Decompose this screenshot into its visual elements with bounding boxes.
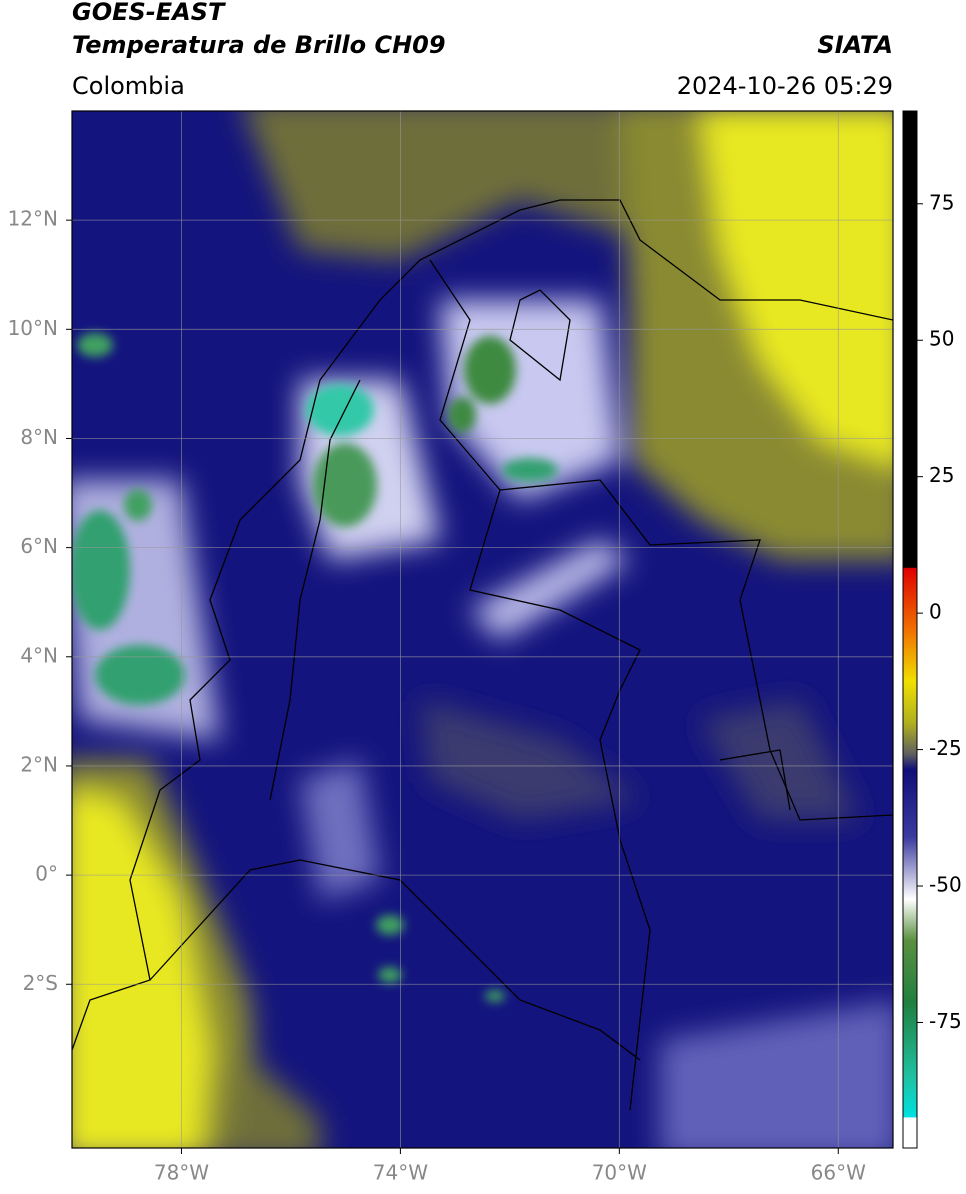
x-tick-label: 78°W xyxy=(154,1161,209,1185)
datetime: 2024-10-26 05:29 xyxy=(677,72,893,100)
x-tick-label: 70°W xyxy=(592,1161,647,1185)
region: Colombia xyxy=(72,72,185,100)
colorbar-tick-label: -50 xyxy=(929,873,962,897)
y-tick-label: 6°N xyxy=(20,534,58,558)
colorbar-tick-label: -75 xyxy=(929,1009,962,1033)
grid xyxy=(72,111,893,1148)
x-tick-label: 74°W xyxy=(373,1161,428,1185)
colorbar-tick-label: 75 xyxy=(929,190,954,214)
subtitle: Temperatura de Brillo CH09 xyxy=(72,31,446,59)
source: SIATA xyxy=(817,31,893,59)
title: GOES-EAST xyxy=(72,0,226,26)
y-tick-label: 2°N xyxy=(20,752,58,776)
y-tick-label: 4°N xyxy=(20,643,58,667)
map-frame xyxy=(71,110,894,1149)
satellite-image xyxy=(72,111,893,1148)
colorbar-tick-label: 0 xyxy=(929,600,942,624)
colorbar-tick-label: 25 xyxy=(929,463,954,487)
y-tick-label: 2°S xyxy=(23,971,58,995)
y-tick-label: 12°N xyxy=(8,207,58,231)
x-tick-label: 66°W xyxy=(811,1161,866,1185)
y-tick-label: 8°N xyxy=(20,425,58,449)
y-tick-label: 10°N xyxy=(8,316,58,340)
colorbar xyxy=(902,110,918,1149)
colorbar-tick-label: -25 xyxy=(929,736,962,760)
y-tick-label: 0° xyxy=(35,862,58,886)
colorbar-tick-label: 50 xyxy=(929,327,954,351)
